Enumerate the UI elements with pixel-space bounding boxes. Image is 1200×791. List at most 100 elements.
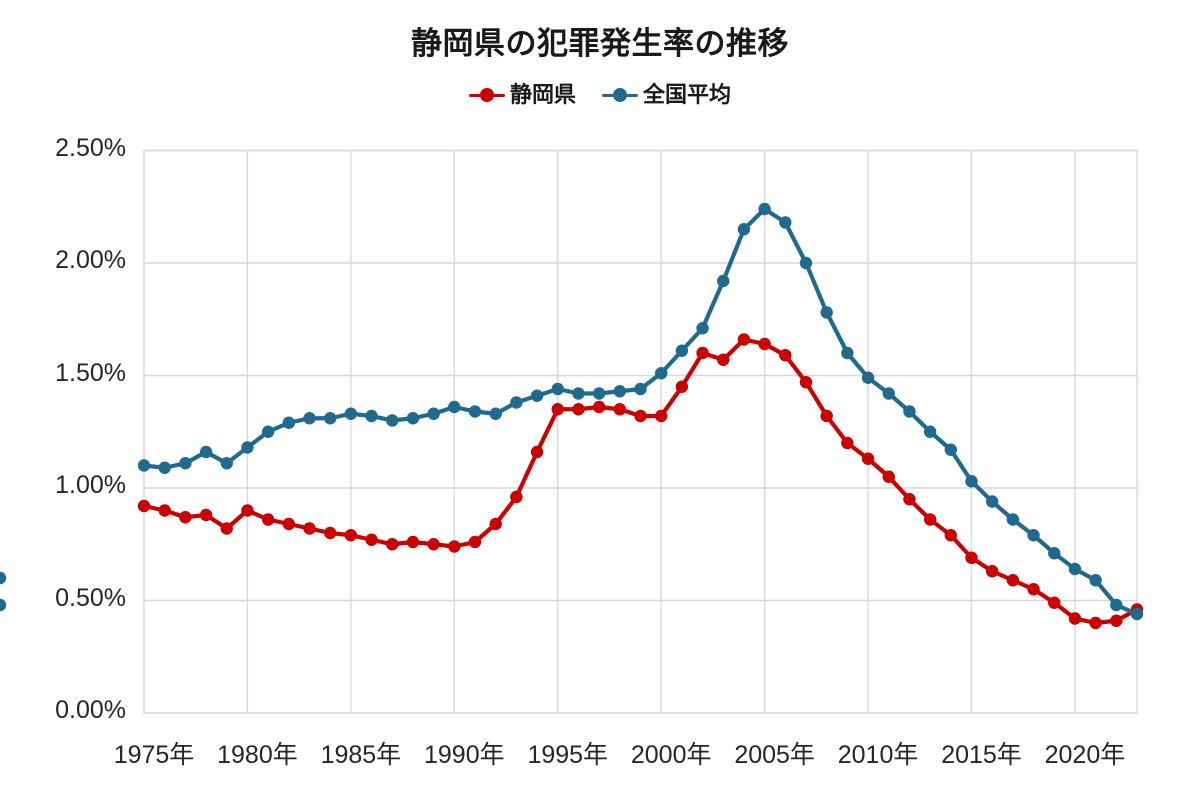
- data-point: [634, 409, 647, 423]
- data-point: [1027, 529, 1040, 542]
- data-point: [137, 499, 151, 513]
- data-point: [737, 333, 751, 346]
- x-tick-label: 2010年: [837, 741, 919, 769]
- data-point: [923, 513, 937, 526]
- data-point: [551, 403, 564, 416]
- data-point: [675, 344, 689, 357]
- legend-dot-national-average: [613, 88, 627, 102]
- legend-label-shizuoka: 静岡県: [509, 82, 576, 107]
- data-point: [179, 511, 192, 524]
- data-point: [261, 513, 275, 526]
- plot-background: [144, 150, 1137, 713]
- data-point: [820, 306, 833, 319]
- data-point: [323, 412, 337, 425]
- legend-item-national-average[interactable]: 全国平均: [602, 84, 731, 106]
- data-point: [530, 389, 544, 402]
- data-point: [1027, 583, 1040, 596]
- data-point: [654, 367, 668, 380]
- data-point: [820, 409, 833, 423]
- series-line: [141, 206, 1140, 617]
- data-point: [551, 382, 564, 396]
- data-point: [406, 412, 420, 425]
- data-point: [448, 540, 461, 553]
- data-point: [282, 416, 296, 429]
- data-point: [427, 538, 440, 551]
- data-point: [1048, 547, 1061, 560]
- data-point: [985, 495, 999, 508]
- data-point: [1130, 607, 1144, 621]
- data-point: [675, 380, 689, 393]
- data-point: [158, 461, 171, 474]
- data-point: [199, 445, 213, 459]
- data-point: [1110, 598, 1123, 612]
- data-point: [0, 571, 7, 585]
- data-point: [220, 457, 233, 470]
- data-point: [1068, 562, 1082, 576]
- y-tick-label: 1.00%: [55, 471, 126, 499]
- data-point: [758, 202, 771, 216]
- legend-label-national-average: 全国平均: [643, 82, 732, 107]
- data-point: [1089, 616, 1102, 630]
- y-tick-label: 2.50%: [55, 133, 126, 162]
- data-point: [199, 508, 213, 522]
- data-point: [406, 535, 420, 549]
- data-point: [489, 407, 502, 420]
- data-point: [903, 405, 916, 418]
- data-point: [861, 371, 875, 384]
- data-point: [737, 223, 751, 236]
- data-point: [592, 387, 606, 400]
- data-point: [530, 445, 544, 459]
- data-point: [944, 443, 958, 456]
- y-tick-label: 2.00%: [55, 246, 126, 274]
- data-point: [903, 493, 916, 506]
- data-point: [261, 425, 275, 438]
- y-tick-label: 1.50%: [55, 358, 126, 387]
- chart-title: 静岡県の犯罪発生率の推移: [411, 26, 789, 61]
- data-point: [344, 407, 358, 420]
- data-point: [592, 400, 606, 414]
- data-point: [468, 405, 482, 418]
- x-tick-label: 2015年: [941, 741, 1022, 769]
- series-line: [141, 337, 1140, 626]
- data-point: [965, 551, 978, 564]
- data-point: [985, 565, 999, 578]
- data-point: [923, 425, 937, 438]
- data-point: [882, 387, 895, 400]
- data-point: [841, 436, 854, 450]
- data-point: [510, 490, 523, 504]
- data-point: [241, 504, 254, 517]
- data-point: [758, 337, 771, 351]
- data-point: [0, 598, 7, 612]
- y-tick-label: 0.50%: [55, 583, 126, 612]
- data-point: [1068, 612, 1082, 625]
- data-point: [510, 396, 523, 409]
- x-tick-label: 2000年: [630, 741, 712, 769]
- data-point: [841, 346, 854, 360]
- data-point: [717, 274, 730, 288]
- plot-frame: [143, 149, 1138, 714]
- data-point: [137, 459, 151, 472]
- legend-dot-shizuoka: [479, 88, 494, 102]
- data-point: [779, 216, 792, 229]
- data-point: [696, 346, 709, 360]
- data-point: [344, 529, 358, 542]
- data-point: [468, 535, 482, 549]
- x-tick-label: 1985年: [320, 741, 402, 769]
- data-point: [882, 470, 895, 483]
- data-point: [572, 387, 585, 400]
- x-axis-tick-labels: 1975年 1980年 1985年 1990年 1995年 2000年 2005年 2010年…: [114, 735, 1137, 775]
- x-tick-label: 2020年: [1044, 741, 1126, 769]
- data-point: [654, 409, 668, 423]
- data-point: [365, 533, 378, 546]
- legend-item-shizuoka[interactable]: 静岡県: [468, 82, 576, 107]
- x-tick-label: 2005年: [734, 741, 815, 769]
- data-point: [1089, 574, 1102, 587]
- data-point: [1130, 603, 1144, 616]
- data-point: [489, 517, 502, 531]
- x-tick-label: 1980年: [217, 741, 298, 769]
- data-point: [241, 441, 254, 454]
- y-tick-label: 0.00%: [55, 696, 126, 724]
- data-point: [220, 522, 233, 535]
